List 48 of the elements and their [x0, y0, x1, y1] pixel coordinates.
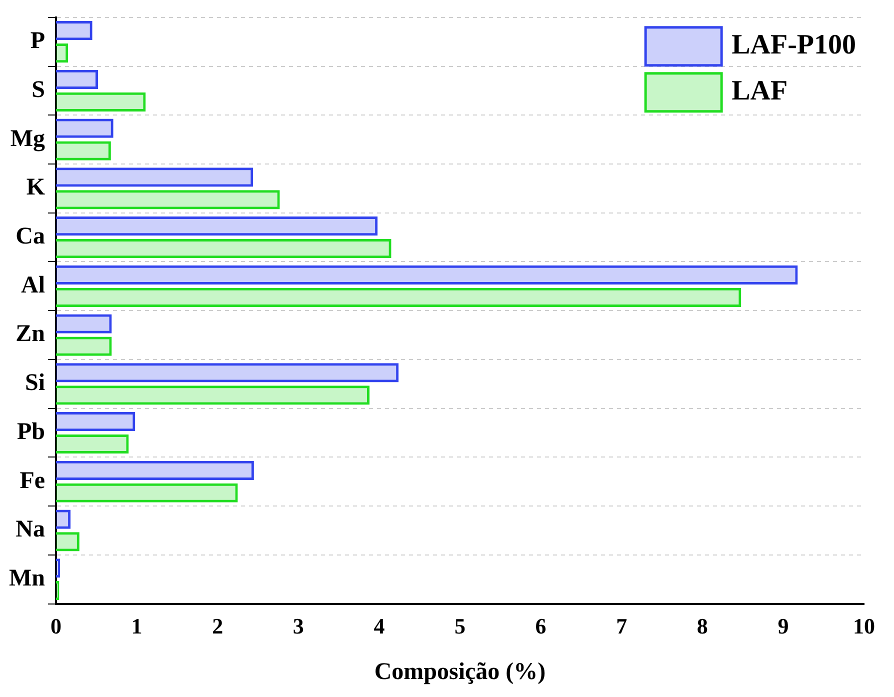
- x-tick-label: 10: [853, 614, 875, 639]
- bar: [56, 265, 798, 284]
- bar: [56, 363, 399, 382]
- bar: [56, 434, 129, 454]
- x-tick-label: 7: [616, 614, 628, 639]
- x-tick-label: 3: [292, 614, 304, 639]
- bar: [56, 460, 254, 480]
- bar: [56, 118, 114, 138]
- x-tick-label: 6: [535, 614, 546, 639]
- y-tick-label: Fe: [20, 468, 46, 494]
- x-tick-label: 8: [696, 614, 708, 639]
- bar: [56, 141, 111, 160]
- bar: [56, 21, 92, 40]
- bar: [56, 581, 60, 600]
- y-tick-label: Na: [16, 516, 45, 543]
- y-tick-label: Al: [21, 272, 46, 298]
- x-tick-label: 1: [131, 614, 142, 639]
- y-tick-label: Si: [24, 370, 46, 396]
- y-tick-label: Mn: [9, 566, 45, 592]
- bar: [56, 288, 742, 307]
- y-tick-label: Mg: [10, 126, 45, 152]
- y-tick-label: Ca: [16, 224, 45, 250]
- x-axis-title: Composição (%): [374, 658, 546, 685]
- y-tick-label: P: [30, 28, 45, 54]
- bar: [56, 314, 112, 334]
- bar: [56, 336, 112, 356]
- bar: [56, 92, 146, 112]
- x-tick-label: 0: [50, 614, 62, 639]
- x-tick-label: 5: [454, 614, 466, 639]
- bar: [56, 216, 378, 236]
- bar: [56, 190, 280, 210]
- y-tick-label: S: [32, 76, 45, 103]
- legend-label: LAF-P100: [732, 30, 856, 61]
- bar: [56, 532, 80, 552]
- x-tick-label: 4: [374, 614, 385, 639]
- bar: [56, 412, 136, 432]
- bar: [56, 168, 254, 187]
- y-tick-label: K: [26, 174, 46, 201]
- bar: [56, 386, 370, 405]
- bar: [56, 558, 60, 578]
- bar: [56, 238, 392, 258]
- bar: [56, 70, 98, 90]
- y-tick-label: Pb: [16, 418, 45, 445]
- legend-label: LAF: [732, 76, 788, 107]
- x-tick-label: 9: [778, 614, 789, 639]
- y-tick-label: Zn: [16, 321, 45, 348]
- x-tick-label: 2: [212, 614, 224, 639]
- bar: [56, 483, 238, 502]
